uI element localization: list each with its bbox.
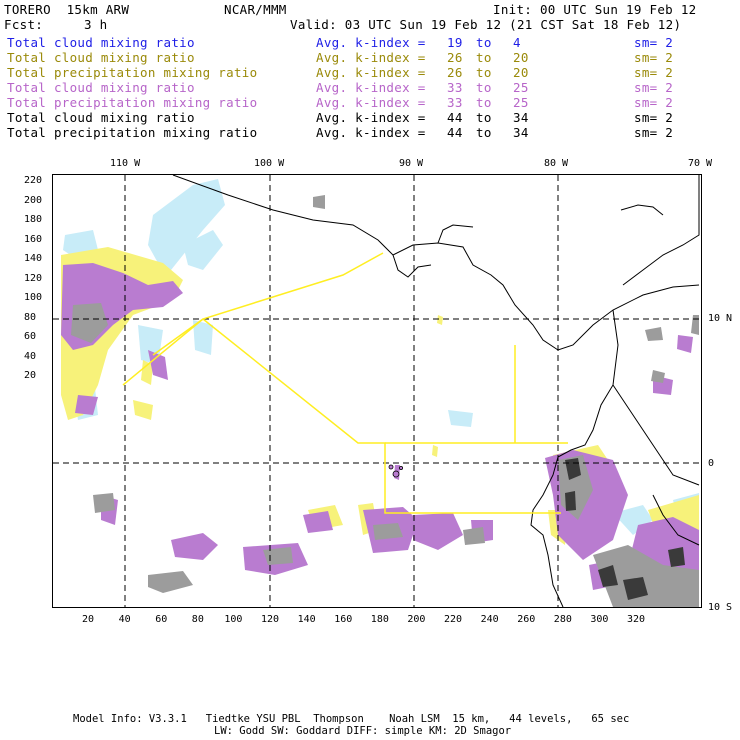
legend-row-4-from: 33 [447,95,463,110]
legend-row-1-to-word: to [476,50,492,65]
legend-row-2-from: 26 [447,65,463,80]
legend-row-3-to: 25 [513,80,529,95]
legend-row-1-from: 26 [447,50,463,65]
grid-lines [53,175,701,607]
bottom-tick-label: 100 [224,614,243,625]
map-canvas [53,175,701,607]
legend-row-6-sm: sm= 2 [634,125,674,140]
bottom-tick-label: 240 [480,614,499,625]
init-time: Init: 00 UTC Sun 19 Feb 12 [493,2,697,17]
legend-row-0-stat: Avg. k-index = [316,35,426,50]
bottom-tick-label: 80 [191,614,204,625]
left-tick-label: 40 [24,350,37,362]
region-outline-layer [122,252,568,514]
bottom-tick-label: 140 [297,614,316,625]
bottom-tick-label: 60 [155,614,168,625]
legend-row-0-to: 4 [513,35,521,50]
legend-row-2-stat: Avg. k-index = [316,65,426,80]
legend-row-2-to: 20 [513,65,529,80]
bottom-tick-label: 280 [553,614,572,625]
lon-label-90w: 90 W [399,158,424,169]
legend-row-0-to-word: to [476,35,492,50]
forecast-hour: 3 h [84,17,108,32]
bottom-tick-label: 320 [627,614,646,625]
left-tick-label: 180 [24,214,43,225]
legend-row-4-to: 25 [513,95,529,110]
legend-row-0-field: Total cloud mixing ratio [7,35,195,50]
legend-row-1-stat: Avg. k-index = [316,50,426,65]
left-tick-label: 60 [24,331,37,342]
left-tick-label: 200 [24,194,43,206]
forecast-label: Fcst: [4,17,44,32]
galapagos-islands [388,464,403,478]
left-tick-label: 120 [24,272,43,284]
legend-row-3-from: 33 [447,80,463,95]
lat-label-10n: 10 N [708,313,733,324]
model-info-line1: Model Info: V3.3.1 Tiedtke YSU PBL Thomp… [73,713,630,725]
legend-row-3-field: Total cloud mixing ratio [7,80,195,95]
legend-row-0-sm: sm= 2 [634,35,674,50]
bottom-tick-label: 40 [118,614,131,625]
legend-row-6-from: 44 [447,125,463,140]
legend-row-2-sm: sm= 2 [634,65,674,80]
center-label: NCAR/MMM [224,2,287,17]
lat-label-0: 0 [708,458,715,469]
lat-label-10s: 10 S [708,602,733,613]
legend-row-5-stat: Avg. k-index = [316,110,426,125]
lon-label-100w: 100 W [254,158,285,169]
legend-row-6-field: Total precipitation mixing ratio [7,125,258,140]
map-panel [52,174,702,608]
left-tick-label: 220 [24,175,43,186]
model-info-line2: LW: Godd SW: Goddard DIFF: simple KM: 2D… [214,725,512,737]
legend-row-3-sm: sm= 2 [634,80,674,95]
legend-row-2-field: Total precipitation mixing ratio [7,65,258,80]
left-tick-label: 160 [24,233,43,245]
purple-mixing-ratio-layer [61,263,699,600]
legend-row-5-to-word: to [476,110,492,125]
bottom-tick-label: 260 [517,614,536,625]
left-tick-label: 20 [24,370,37,381]
legend-row-4-stat: Avg. k-index = [316,95,426,110]
bottom-tick-label: 180 [370,614,389,625]
bottom-tick-label: 20 [82,614,95,625]
lon-label-110w: 110 W [110,158,141,169]
legend-row-3-to-word: to [476,80,492,95]
bottom-tick-label: 200 [407,614,426,625]
bottom-tick-label: 120 [261,614,280,625]
left-tick-label: 80 [24,311,37,323]
bottom-tick-label: 160 [334,614,353,625]
legend-row-5-sm: sm= 2 [634,110,674,125]
valid-time: Valid: 03 UTC Sun 19 Feb 12 (21 CST Sat … [290,17,682,32]
legend-row-1-to: 20 [513,50,529,65]
left-tick-label: 100 [24,292,43,303]
lon-label-80w: 80 W [544,158,569,169]
model-title: TORERO 15km ARW [4,2,130,17]
legend-row-3-stat: Avg. k-index = [316,80,426,95]
legend-row-5-from: 44 [447,110,463,125]
legend-row-1-field: Total cloud mixing ratio [7,50,195,65]
legend-row-4-sm: sm= 2 [634,95,674,110]
legend-row-0-from: 19 [447,35,463,50]
legend-row-1-sm: sm= 2 [634,50,674,65]
bottom-tick-label: 300 [590,614,609,625]
legend-row-6-to-word: to [476,125,492,140]
bottom-tick-label: 220 [444,614,463,625]
legend-row-4-to-word: to [476,95,492,110]
lon-label-70w: 70 W [688,158,713,169]
legend-row-6-stat: Avg. k-index = [316,125,426,140]
legend-row-6-to: 34 [513,125,529,140]
left-tick-label: 140 [24,253,43,264]
legend-row-4-field: Total precipitation mixing ratio [7,95,258,110]
legend-row-5-field: Total cloud mixing ratio [7,110,195,125]
coastline-layer [172,175,700,607]
legend-row-2-to-word: to [476,65,492,80]
legend-row-5-to: 34 [513,110,529,125]
